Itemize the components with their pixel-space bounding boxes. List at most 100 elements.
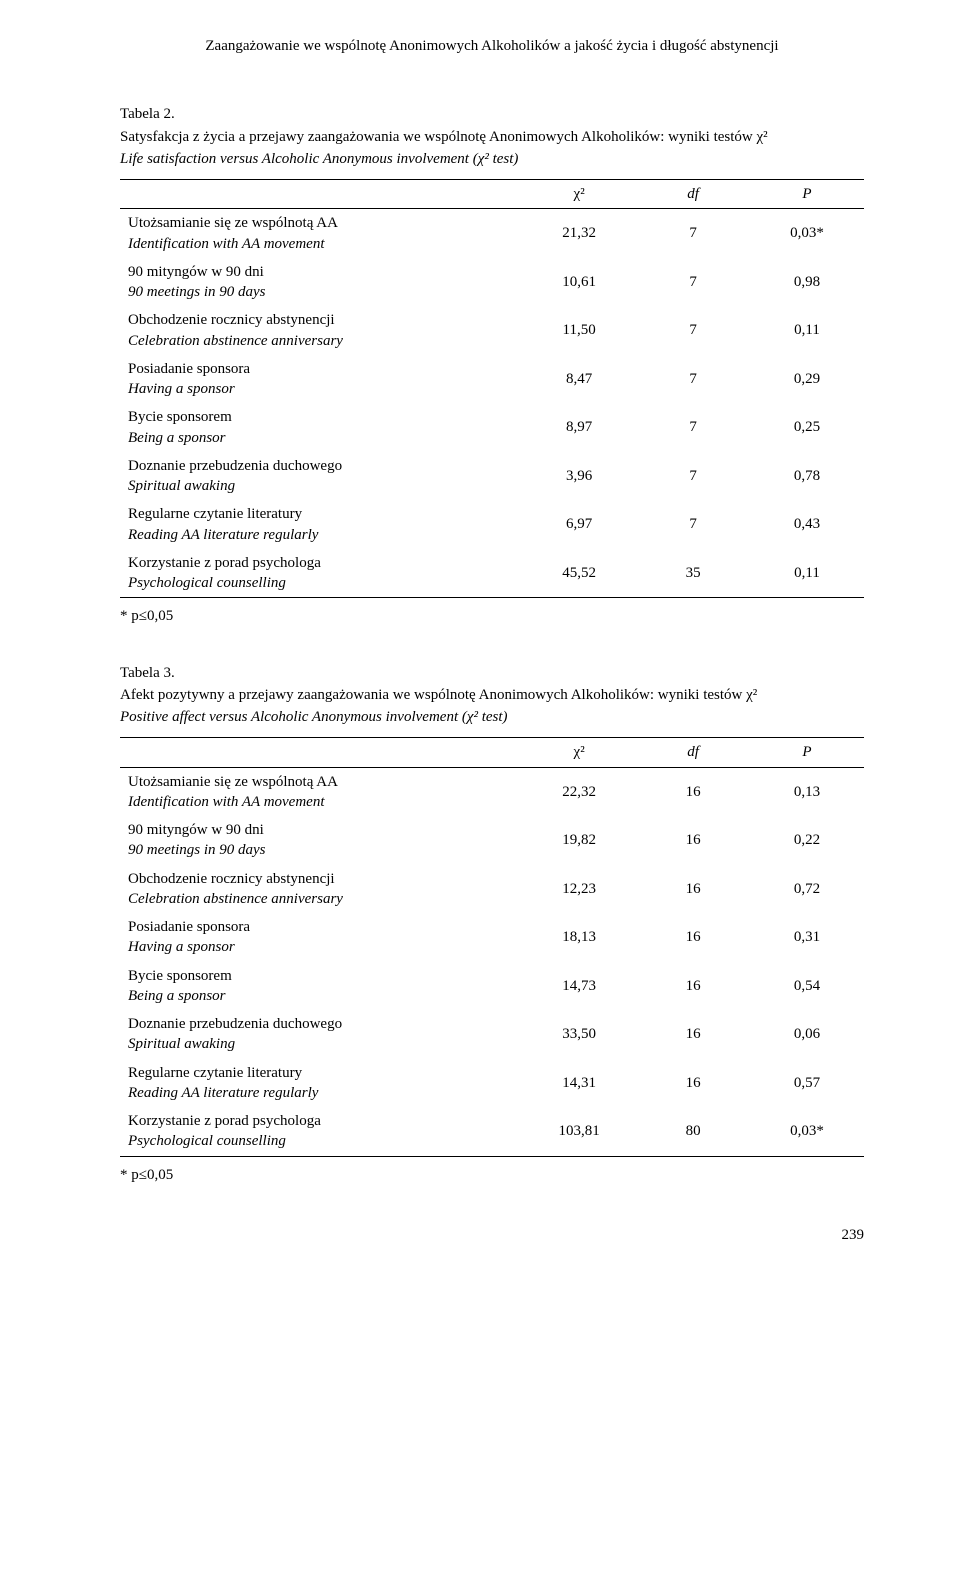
row-label: Obchodzenie rocznicy abstynencjiCelebrat…	[120, 306, 522, 355]
row-df: 7	[636, 258, 750, 307]
row-label-en: Spiritual awaking	[128, 1034, 514, 1054]
row-chi2: 12,23	[522, 865, 636, 914]
table3-header-row: χ² df P	[120, 738, 864, 767]
row-chi2: 45,52	[522, 549, 636, 598]
running-head: Zaangażowanie we wspólnotę Anonimowych A…	[120, 36, 864, 56]
row-p: 0,54	[750, 962, 864, 1011]
row-label-pl: Obchodzenie rocznicy abstynencji	[128, 869, 514, 889]
table-row: Korzystanie z porad psychologaPsychologi…	[120, 1107, 864, 1156]
row-label: Doznanie przebudzenia duchowegoSpiritual…	[120, 1010, 522, 1059]
table2-header-blank	[120, 180, 522, 209]
row-label: 90 mityngów w 90 dni90 meetings in 90 da…	[120, 816, 522, 865]
row-p: 0,29	[750, 355, 864, 404]
row-chi2: 8,97	[522, 403, 636, 452]
row-p: 0,06	[750, 1010, 864, 1059]
page-number: 239	[120, 1225, 864, 1245]
row-df: 16	[636, 865, 750, 914]
row-label: Korzystanie z porad psychologaPsychologi…	[120, 1107, 522, 1156]
table-row: Posiadanie sponsoraHaving a sponsor8,477…	[120, 355, 864, 404]
row-df: 16	[636, 913, 750, 962]
table2-title-en: Life satisfaction versus Alcoholic Anony…	[120, 149, 864, 169]
row-chi2: 3,96	[522, 452, 636, 501]
row-label: Korzystanie z porad psychologaPsychologi…	[120, 549, 522, 598]
table2-footnote: * p≤0,05	[120, 606, 864, 626]
row-label-en: Having a sponsor	[128, 937, 514, 957]
row-p: 0,98	[750, 258, 864, 307]
row-df: 16	[636, 1059, 750, 1108]
row-df: 7	[636, 355, 750, 404]
row-label: Regularne czytanie literaturyReading AA …	[120, 1059, 522, 1108]
table2-label: Tabela 2.	[120, 104, 864, 124]
row-df: 7	[636, 452, 750, 501]
row-label: Doznanie przebudzenia duchowegoSpiritual…	[120, 452, 522, 501]
table3: χ² df P Utożsamianie się ze wspólnotą AA…	[120, 737, 864, 1156]
row-p: 0,03*	[750, 209, 864, 258]
row-df: 7	[636, 306, 750, 355]
row-p: 0,78	[750, 452, 864, 501]
row-chi2: 18,13	[522, 913, 636, 962]
row-label: Bycie sponsoremBeing a sponsor	[120, 403, 522, 452]
row-chi2: 33,50	[522, 1010, 636, 1059]
row-df: 7	[636, 500, 750, 549]
row-p: 0,72	[750, 865, 864, 914]
table3-label: Tabela 3.	[120, 663, 864, 683]
row-label-en: Being a sponsor	[128, 428, 514, 448]
table3-header-blank	[120, 738, 522, 767]
row-label-pl: Korzystanie z porad psychologa	[128, 553, 514, 573]
table2-header-chi2: χ²	[522, 180, 636, 209]
row-label-pl: Obchodzenie rocznicy abstynencji	[128, 310, 514, 330]
row-label-en: Reading AA literature regularly	[128, 525, 514, 545]
row-label: Obchodzenie rocznicy abstynencjiCelebrat…	[120, 865, 522, 914]
row-label: Posiadanie sponsoraHaving a sponsor	[120, 913, 522, 962]
row-chi2: 11,50	[522, 306, 636, 355]
row-df: 7	[636, 403, 750, 452]
row-df: 16	[636, 816, 750, 865]
row-chi2: 14,73	[522, 962, 636, 1011]
row-chi2: 14,31	[522, 1059, 636, 1108]
row-p: 0,25	[750, 403, 864, 452]
row-label-pl: Regularne czytanie literatury	[128, 504, 514, 524]
row-label-en: Identification with AA movement	[128, 792, 514, 812]
row-label-en: Reading AA literature regularly	[128, 1083, 514, 1103]
row-label-pl: 90 mityngów w 90 dni	[128, 262, 514, 282]
table2: χ² df P Utożsamianie się ze wspólnotą AA…	[120, 179, 864, 598]
table2-header-df: df	[636, 180, 750, 209]
row-df: 80	[636, 1107, 750, 1156]
row-label-pl: Utożsamianie się ze wspólnotą AA	[128, 772, 514, 792]
table3-title-en: Positive affect versus Alcoholic Anonymo…	[120, 707, 864, 727]
table2-header-p: P	[750, 180, 864, 209]
row-chi2: 6,97	[522, 500, 636, 549]
row-p: 0,11	[750, 306, 864, 355]
table3-header-df: df	[636, 738, 750, 767]
table2-header-row: χ² df P	[120, 180, 864, 209]
row-label-en: Psychological counselling	[128, 1131, 514, 1151]
row-label: Regularne czytanie literaturyReading AA …	[120, 500, 522, 549]
row-label: Utożsamianie się ze wspólnotą AAIdentifi…	[120, 209, 522, 258]
table3-footnote: * p≤0,05	[120, 1165, 864, 1185]
row-label-en: Psychological counselling	[128, 573, 514, 593]
row-label: Posiadanie sponsoraHaving a sponsor	[120, 355, 522, 404]
row-label-pl: Utożsamianie się ze wspólnotą AA	[128, 213, 514, 233]
row-p: 0,22	[750, 816, 864, 865]
row-p: 0,57	[750, 1059, 864, 1108]
row-df: 7	[636, 209, 750, 258]
table-row: Obchodzenie rocznicy abstynencjiCelebrat…	[120, 306, 864, 355]
row-df: 16	[636, 962, 750, 1011]
table-row: Doznanie przebudzenia duchowegoSpiritual…	[120, 1010, 864, 1059]
table-row: Bycie sponsoremBeing a sponsor8,9770,25	[120, 403, 864, 452]
table-row: Korzystanie z porad psychologaPsychologi…	[120, 549, 864, 598]
row-df: 35	[636, 549, 750, 598]
row-label-pl: Posiadanie sponsora	[128, 917, 514, 937]
table-row: Bycie sponsoremBeing a sponsor14,73160,5…	[120, 962, 864, 1011]
row-p: 0,13	[750, 767, 864, 816]
row-label-pl: Doznanie przebudzenia duchowego	[128, 456, 514, 476]
row-chi2: 103,81	[522, 1107, 636, 1156]
row-label-pl: 90 mityngów w 90 dni	[128, 820, 514, 840]
table3-header-p: P	[750, 738, 864, 767]
row-label-pl: Bycie sponsorem	[128, 407, 514, 427]
row-label-pl: Korzystanie z porad psychologa	[128, 1111, 514, 1131]
row-label-pl: Bycie sponsorem	[128, 966, 514, 986]
row-label-pl: Regularne czytanie literatury	[128, 1063, 514, 1083]
table-row: 90 mityngów w 90 dni90 meetings in 90 da…	[120, 816, 864, 865]
row-df: 16	[636, 1010, 750, 1059]
